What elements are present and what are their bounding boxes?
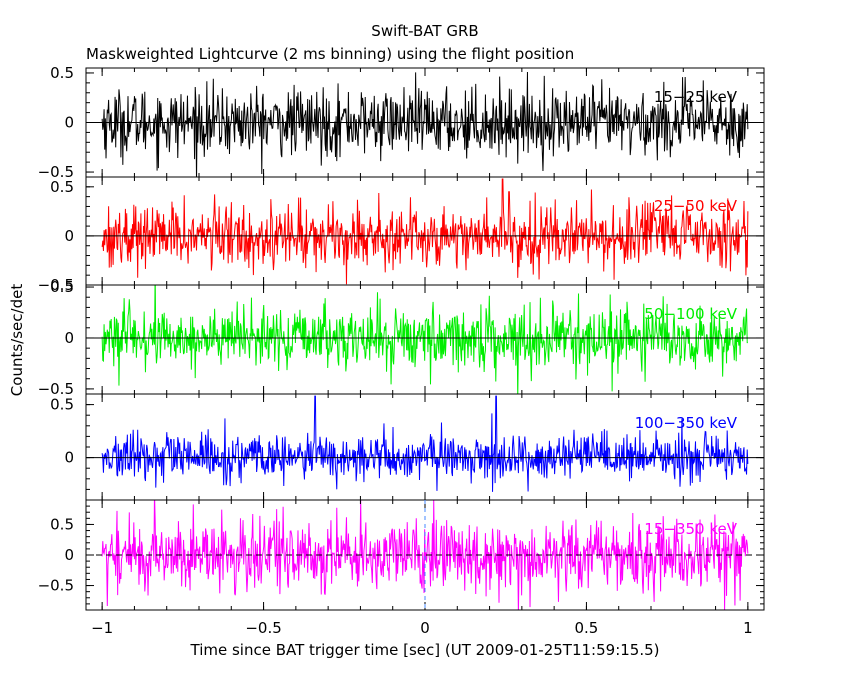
energy-band-label: 50−100 keV (644, 305, 737, 323)
x-tick-label: 1 (743, 619, 753, 637)
y-tick-label: −0.5 (38, 577, 74, 595)
panel-100-350-kev: 0 0.5 100−350 keV (50, 393, 765, 501)
series-line (101, 178, 749, 285)
energy-band-label: 15−350 keV (644, 520, 737, 538)
y-tick-label: 0.5 (50, 396, 74, 414)
panel-25-50-kev: −0.5 0 0.5 25−50 keV (38, 176, 765, 294)
y-tick-label: 0.5 (50, 64, 74, 82)
x-tick-label: −1 (91, 619, 113, 637)
panel-15-350-kev: −0.5 0 0.5 15−350 keV (38, 499, 765, 611)
series-line (101, 71, 749, 177)
x-tick-label: −0.5 (245, 619, 281, 637)
y-tick-label: 0.5 (50, 278, 74, 296)
panel-15-25-kev: −0.5 0 0.5 15−25 keV (38, 64, 765, 181)
y-tick-label: 0.5 (50, 178, 74, 196)
y-tick-label: 0 (64, 546, 74, 564)
y-axis-label: Counts/sec/det (8, 284, 26, 397)
energy-band-label: 25−50 keV (654, 197, 738, 215)
series-line (101, 395, 749, 492)
y-tick-label: 0 (64, 329, 74, 347)
x-tick-label: 0 (420, 619, 430, 637)
series-line (101, 500, 749, 610)
y-tick-label: 0.5 (50, 515, 74, 533)
energy-band-label: 15−25 keV (654, 88, 738, 106)
y-tick-label: −0.5 (38, 276, 74, 294)
y-tick-label: 0 (64, 227, 74, 245)
series-line (101, 285, 748, 394)
y-tick-label: 0 (64, 449, 74, 467)
y-tick-label: −0.5 (38, 380, 74, 398)
chart-subtitle: Maskweighted Lightcurve (2 ms binning) u… (86, 45, 574, 63)
chart-title: Swift-BAT GRB (371, 22, 478, 40)
y-tick-label: −0.5 (38, 163, 74, 181)
y-tick-label: 0 (64, 114, 74, 132)
panel-50-100-kev: −0.5 0 0.5 50−100 keV (38, 278, 765, 398)
panels-group: −0.500.515−25 keV−0.500.525−50 keV−0.500… (38, 64, 765, 637)
energy-band-label: 100−350 keV (635, 414, 738, 432)
x-axis-label: Time since BAT trigger time [sec] (UT 20… (190, 641, 660, 659)
x-tick-label: 0.5 (574, 619, 598, 637)
